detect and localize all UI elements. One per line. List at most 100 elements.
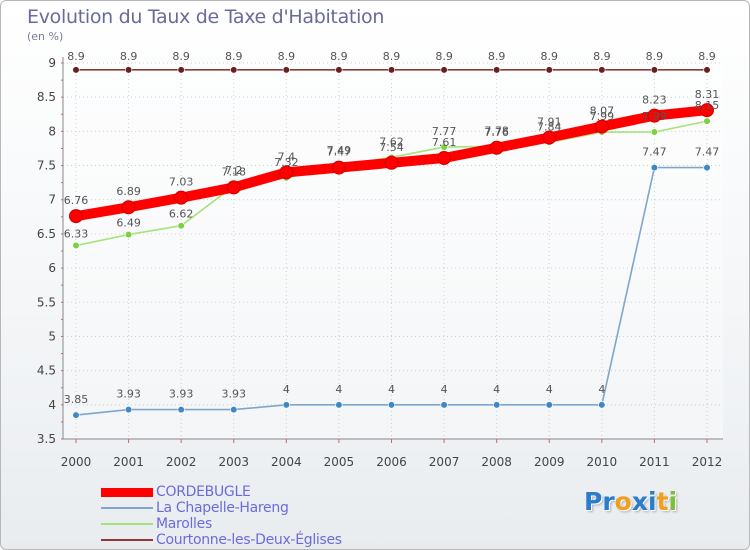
- legend-swatch-marolles: [101, 523, 153, 525]
- x-tick-label: 2012: [692, 455, 723, 469]
- proxiti-logo: Proxiti: [584, 487, 677, 516]
- data-point-cordebugle: [279, 165, 294, 180]
- data-point-la-chapelle-hareng: [440, 401, 448, 409]
- data-point-marolles: [440, 143, 448, 151]
- x-tick-label: 2003: [218, 455, 249, 469]
- legend-label-la-chapelle-hareng: La Chapelle-Hareng: [156, 499, 289, 516]
- data-label-cordebugle: 8.23: [642, 94, 667, 107]
- data-point-cordebugle: [384, 155, 399, 170]
- data-point-marolles: [650, 128, 659, 136]
- y-tick-label: 8.5: [37, 90, 56, 104]
- data-point-la-chapelle-hareng: [598, 401, 606, 409]
- legend-swatch-cordebugle: [101, 487, 153, 497]
- legend-item-la-chapelle-hareng: La Chapelle-Hareng: [101, 500, 342, 516]
- legend-swatch-la-chapelle-hareng: [101, 507, 153, 509]
- legend-item-cordebugle: CORDEBUGLE: [101, 484, 342, 500]
- y-tick-label: 9: [48, 56, 56, 70]
- data-label-courtonne-les-deux-eglises: 8.9: [225, 50, 243, 63]
- data-label-la-chapelle-hareng: 4: [546, 383, 553, 396]
- data-label-la-chapelle-hareng: 4: [441, 383, 448, 396]
- data-label-cordebugle: 6.76: [64, 194, 89, 207]
- data-point-la-chapelle-hareng: [387, 401, 396, 409]
- data-point-cordebugle: [69, 209, 83, 224]
- data-label-courtonne-les-deux-eglises: 8.9: [120, 50, 138, 63]
- data-point-courtonne-les-deux-eglises: [545, 66, 553, 74]
- data-label-marolles: 6.62: [169, 208, 194, 221]
- data-point-cordebugle: [174, 190, 189, 205]
- data-label-cordebugle: 7.61: [432, 136, 457, 149]
- data-label-courtonne-les-deux-eglises: 8.9: [541, 50, 559, 63]
- y-axis-unit-label: (en %): [27, 30, 64, 43]
- data-point-marolles: [124, 230, 133, 239]
- data-label-marolles: 8.15: [695, 99, 720, 112]
- legend-label-courtonne-les-deux-eglises: Courtonne-les-Deux-Églises: [156, 531, 342, 548]
- x-tick-label: 2011: [639, 455, 670, 469]
- data-point-courtonne-les-deux-eglises: [124, 66, 133, 74]
- data-label-la-chapelle-hareng: 7.47: [695, 146, 720, 159]
- x-tick-label: 2002: [166, 455, 197, 469]
- legend-label-marolles: Marolles: [156, 515, 212, 532]
- data-label-marolles: 7.32: [274, 156, 299, 169]
- logo-letter: x: [631, 487, 648, 516]
- chart-legend: CORDEBUGLE La Chapelle-Hareng Marolles C…: [101, 484, 342, 548]
- data-label-cordebugle: 6.89: [116, 185, 141, 198]
- data-label-la-chapelle-hareng: 4: [598, 383, 605, 396]
- logo-letter: o: [614, 487, 632, 516]
- data-label-marolles: 7.2: [225, 164, 243, 177]
- data-point-cordebugle: [121, 200, 136, 215]
- data-label-cordebugle: 7.54: [379, 141, 404, 154]
- data-point-courtonne-les-deux-eglises: [440, 66, 448, 74]
- data-label-la-chapelle-hareng: 3.93: [116, 388, 141, 401]
- data-point-courtonne-les-deux-eglises: [650, 66, 659, 74]
- chart-title: Evolution du Taux de Taxe d'Habitation: [27, 6, 385, 28]
- data-label-cordebugle: 8.31: [695, 88, 720, 101]
- data-point-la-chapelle-hareng: [493, 401, 501, 409]
- x-tick-label: 2008: [481, 455, 512, 469]
- data-label-la-chapelle-hareng: 4: [493, 383, 500, 396]
- data-point-marolles: [177, 222, 185, 230]
- data-label-cordebugle: 7.47: [327, 146, 352, 159]
- x-tick-label: 2000: [61, 455, 92, 469]
- data-point-marolles: [72, 241, 80, 250]
- x-tick-label: 2001: [113, 455, 144, 469]
- legend-item-marolles: Marolles: [101, 516, 342, 532]
- data-label-marolles: 7.77: [432, 125, 457, 138]
- data-point-la-chapelle-hareng: [545, 401, 553, 409]
- x-tick-label: 2007: [429, 455, 460, 469]
- data-point-la-chapelle-hareng: [335, 401, 343, 409]
- data-point-cordebugle: [331, 160, 346, 175]
- y-tick-label: 3.5: [37, 432, 56, 446]
- data-point-courtonne-les-deux-eglises: [335, 66, 343, 74]
- data-point-cordebugle: [226, 180, 241, 195]
- data-label-la-chapelle-hareng: 4: [335, 383, 342, 396]
- logo-letter: P: [584, 487, 603, 516]
- data-point-la-chapelle-hareng: [282, 401, 290, 409]
- data-label-cordebugle: 7.91: [537, 116, 562, 129]
- y-tick-label: 7.5: [37, 159, 56, 173]
- data-label-courtonne-les-deux-eglises: 8.9: [593, 50, 611, 63]
- legend-swatch-courtonne-les-deux-eglises: [101, 539, 153, 541]
- data-label-marolles: 7.99: [590, 110, 615, 123]
- data-label-marolles: 7.49: [327, 144, 352, 157]
- data-label-courtonne-les-deux-eglises: 8.9: [278, 50, 296, 63]
- x-tick-label: 2009: [534, 455, 565, 469]
- data-point-cordebugle: [647, 108, 662, 123]
- data-label-cordebugle: 7.4: [278, 150, 296, 163]
- logo-letter: i: [648, 487, 657, 516]
- data-label-la-chapelle-hareng: 7.47: [642, 146, 667, 159]
- data-point-la-chapelle-hareng: [703, 163, 711, 172]
- data-point-courtonne-les-deux-eglises: [72, 66, 80, 74]
- data-point-courtonne-les-deux-eglises: [493, 66, 501, 74]
- data-point-la-chapelle-hareng: [124, 406, 133, 414]
- data-label-courtonne-les-deux-eglises: 8.9: [435, 50, 453, 63]
- data-label-la-chapelle-hareng: 3.93: [222, 388, 247, 401]
- data-label-la-chapelle-hareng: 4: [283, 383, 290, 396]
- legend-label-cordebugle: CORDEBUGLE: [156, 483, 251, 500]
- data-point-cordebugle: [594, 119, 609, 134]
- data-point-la-chapelle-hareng: [72, 411, 80, 419]
- y-tick-label: 6: [48, 261, 56, 275]
- data-label-marolles: 7.84: [537, 120, 562, 133]
- logo-letter: t: [656, 487, 669, 516]
- data-label-cordebugle: 7.76: [484, 126, 509, 139]
